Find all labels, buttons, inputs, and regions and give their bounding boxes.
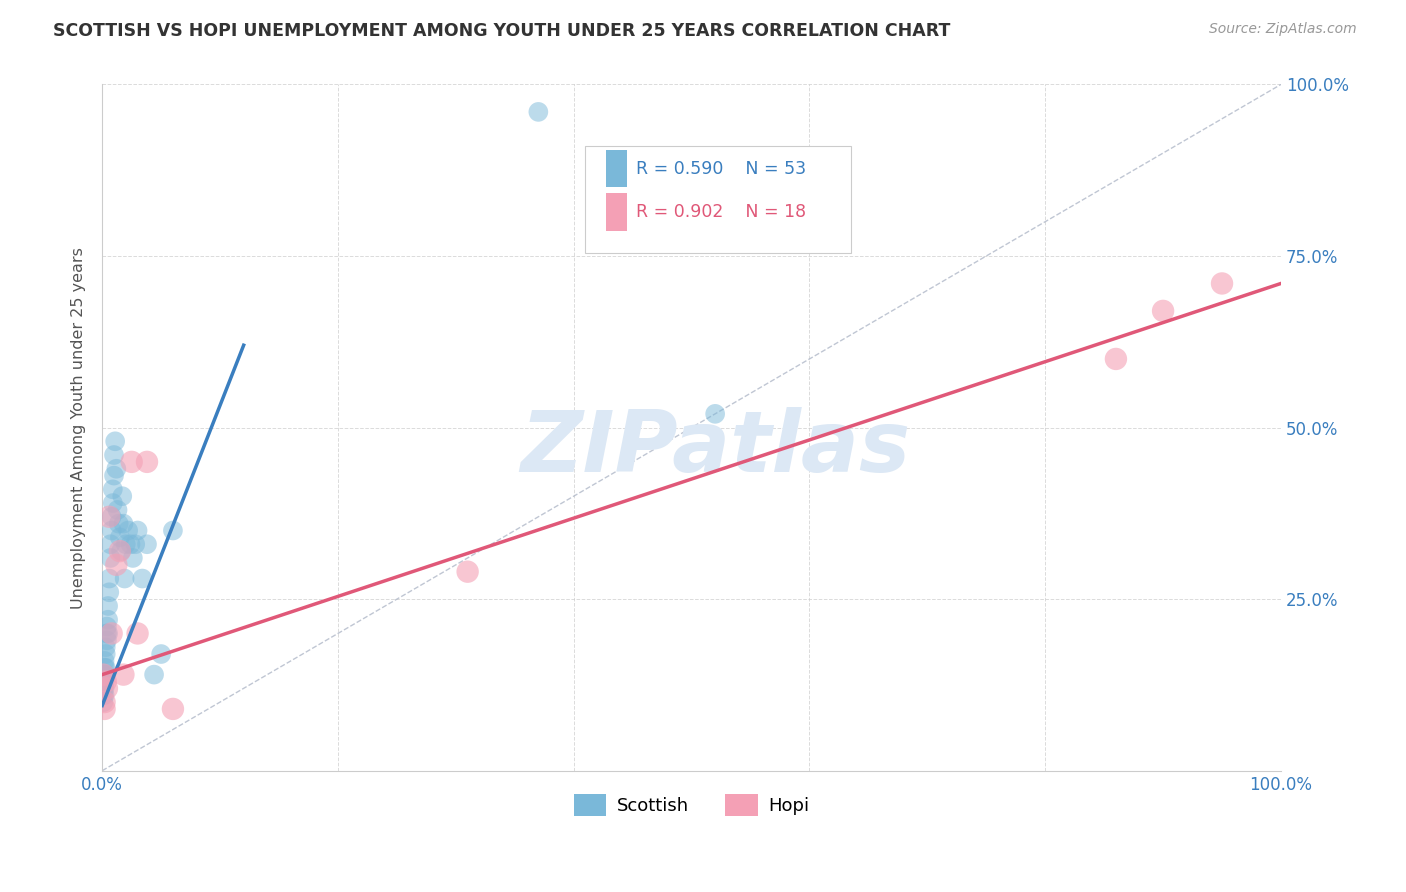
Point — [97, 613, 120, 627]
Point — [98, 572, 121, 586]
Point — [527, 104, 550, 119]
Point — [94, 674, 117, 689]
Point — [93, 674, 115, 689]
Point — [107, 503, 129, 517]
Point — [136, 455, 159, 469]
Point — [96, 626, 118, 640]
Point — [108, 530, 131, 544]
Point — [103, 468, 125, 483]
Text: R = 0.590    N = 53: R = 0.590 N = 53 — [636, 160, 806, 178]
Point — [124, 537, 146, 551]
Point — [112, 667, 135, 681]
Point — [100, 551, 122, 566]
Point — [93, 667, 115, 681]
FancyBboxPatch shape — [585, 146, 851, 252]
Point — [121, 455, 143, 469]
Point — [100, 509, 122, 524]
Point — [94, 647, 117, 661]
Point — [104, 434, 127, 449]
Point — [93, 667, 115, 681]
Point — [97, 626, 120, 640]
Point — [94, 667, 117, 681]
Point — [1105, 351, 1128, 366]
Text: R = 0.902    N = 18: R = 0.902 N = 18 — [636, 203, 806, 221]
Point — [127, 524, 149, 538]
Point — [93, 688, 115, 702]
Point — [96, 681, 118, 696]
Text: Source: ZipAtlas.com: Source: ZipAtlas.com — [1209, 22, 1357, 37]
Point — [143, 667, 166, 681]
Point — [93, 667, 115, 681]
Text: ZIPatlas: ZIPatlas — [520, 407, 910, 490]
Point — [162, 524, 184, 538]
Point — [1211, 277, 1233, 291]
Point — [93, 681, 115, 696]
Point — [93, 674, 115, 689]
Point — [100, 524, 122, 538]
Point — [100, 626, 122, 640]
Point — [120, 537, 142, 551]
Point — [114, 537, 136, 551]
Point — [110, 544, 132, 558]
Point — [103, 448, 125, 462]
Point — [105, 461, 128, 475]
Point — [131, 572, 153, 586]
Point — [127, 626, 149, 640]
Point — [107, 516, 129, 531]
Point — [94, 661, 117, 675]
Text: SCOTTISH VS HOPI UNEMPLOYMENT AMONG YOUTH UNDER 25 YEARS CORRELATION CHART: SCOTTISH VS HOPI UNEMPLOYMENT AMONG YOUT… — [53, 22, 950, 40]
Point — [136, 537, 159, 551]
Point — [96, 633, 118, 648]
Point — [93, 695, 115, 709]
Point — [105, 558, 128, 572]
Point — [101, 483, 124, 497]
Point — [93, 654, 115, 668]
Point — [93, 688, 115, 702]
Point — [108, 544, 131, 558]
Point — [93, 702, 115, 716]
Point — [121, 551, 143, 566]
Point — [98, 585, 121, 599]
FancyBboxPatch shape — [606, 194, 627, 231]
Y-axis label: Unemployment Among Youth under 25 years: Unemployment Among Youth under 25 years — [72, 246, 86, 608]
Point — [93, 661, 115, 675]
Point — [150, 647, 173, 661]
Point — [112, 516, 135, 531]
Point — [111, 489, 134, 503]
Point — [96, 619, 118, 633]
Legend: Scottish, Hopi: Scottish, Hopi — [567, 787, 817, 823]
Point — [94, 640, 117, 655]
Point — [1152, 304, 1174, 318]
Point — [93, 695, 115, 709]
Point — [93, 681, 115, 696]
Point — [704, 407, 727, 421]
Point — [114, 572, 136, 586]
Point — [101, 496, 124, 510]
Point — [162, 702, 184, 716]
Point — [117, 524, 139, 538]
Point — [100, 537, 122, 551]
Point — [457, 565, 479, 579]
FancyBboxPatch shape — [606, 150, 627, 187]
Point — [97, 599, 120, 613]
Point — [98, 509, 121, 524]
